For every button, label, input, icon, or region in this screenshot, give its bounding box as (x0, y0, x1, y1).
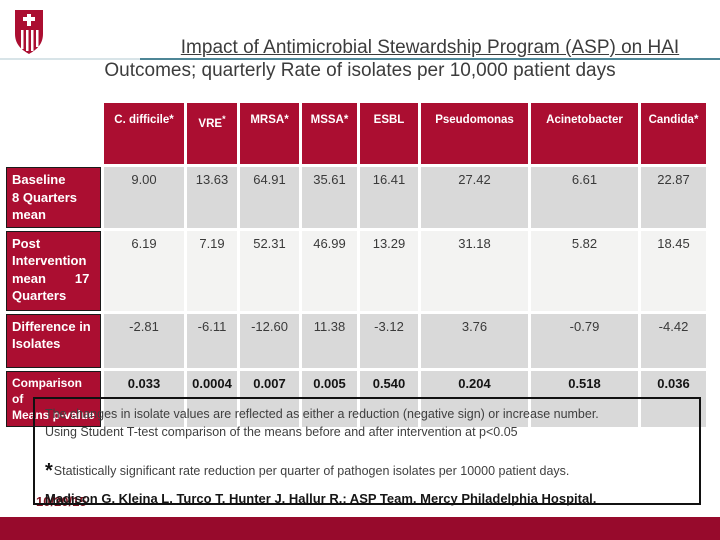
significance-note: *Statistically significant rate reductio… (45, 457, 689, 486)
cell-baseline-pseudomonas: 27.42 (421, 167, 528, 228)
cell-diff-pseudomonas: 3.76 (421, 313, 528, 368)
cell-diff-candida: -4.42 (641, 313, 706, 368)
row-difference: Difference in Isolates -2.81 -6.11 -12.6… (6, 313, 706, 368)
significance-text: Statistically significant rate reduction… (53, 464, 570, 479)
cell-diff-vre: -6.11 (187, 313, 237, 368)
col-header-pseudomonas: Pseudomonas (421, 103, 528, 164)
col-header-mrsa: MRSA* (240, 103, 299, 164)
cell-post-acinetobacter: 5.82 (531, 230, 638, 311)
footnote-text: The changes in isolate values are reflec… (45, 407, 599, 440)
cell-baseline-esbl: 16.41 (360, 167, 418, 228)
col-header-candida: Candida* (641, 103, 706, 164)
col-header-cdifficile: C. difficile* (104, 103, 184, 164)
cell-baseline-mrsa: 64.91 (240, 167, 299, 228)
vre-superscript-asterisk: * (222, 114, 226, 124)
row-baseline: Baseline 8 Quarters mean 9.00 13.63 64.9… (6, 167, 706, 228)
row-label-baseline: Baseline 8 Quarters mean (6, 167, 101, 228)
cell-diff-mrsa: -12.60 (240, 313, 299, 368)
divider-line-left (0, 58, 140, 60)
cell-diff-acinetobacter: -0.79 (531, 313, 638, 368)
corner-cell (6, 103, 101, 164)
slide-title-line2: Outcomes; quarterly Rate of isolates per… (104, 60, 616, 81)
cell-post-vre: 7.19 (187, 230, 237, 311)
bottom-accent-bar (0, 517, 720, 540)
cell-post-pseudomonas: 31.18 (421, 230, 528, 311)
cell-post-esbl: 13.29 (360, 230, 418, 311)
cell-post-mssa: 46.99 (302, 230, 357, 311)
cell-baseline-candida: 22.87 (641, 167, 706, 228)
row-label-post-intervention: Post Intervention mean 17 Quarters (6, 230, 101, 311)
hospital-shield-logo (14, 9, 44, 55)
divider-line (140, 58, 720, 60)
authors-line: Madison G, Kleina L, Turco T, Hunter J, … (45, 491, 597, 507)
footnote-box: The changes in isolate values are reflec… (33, 397, 701, 506)
cell-post-mrsa: 52.31 (240, 230, 299, 311)
cell-post-cdifficile: 6.19 (104, 230, 184, 311)
results-table: C. difficile* VRE* MRSA* MSSA* ESBL Pseu… (3, 100, 709, 430)
cell-baseline-cdifficile: 9.00 (104, 167, 184, 228)
cell-baseline-acinetobacter: 6.61 (531, 167, 638, 228)
col-header-esbl: ESBL (360, 103, 418, 164)
col-header-acinetobacter: Acinetobacter (531, 103, 638, 164)
footer-date: 10/20/15 (36, 494, 87, 509)
cell-baseline-vre: 13.63 (187, 167, 237, 228)
shield-icon (15, 10, 43, 54)
cell-diff-mssa: 11.38 (302, 313, 357, 368)
row-label-difference: Difference in Isolates (6, 313, 101, 368)
cell-diff-cdifficile: -2.81 (104, 313, 184, 368)
header-row: C. difficile* VRE* MRSA* MSSA* ESBL Pseu… (6, 103, 706, 164)
cell-post-candida: 18.45 (641, 230, 706, 311)
slide-title-line1: Impact of Antimicrobial Stewardship Prog… (180, 37, 680, 58)
asterisk-marker: * (45, 460, 53, 483)
cell-baseline-mssa: 35.61 (302, 167, 357, 228)
col-header-vre: VRE* (187, 103, 237, 164)
row-post-intervention: Post Intervention mean 17 Quarters 6.19 … (6, 230, 706, 311)
col-header-mssa: MSSA* (302, 103, 357, 164)
cell-diff-esbl: -3.12 (360, 313, 418, 368)
